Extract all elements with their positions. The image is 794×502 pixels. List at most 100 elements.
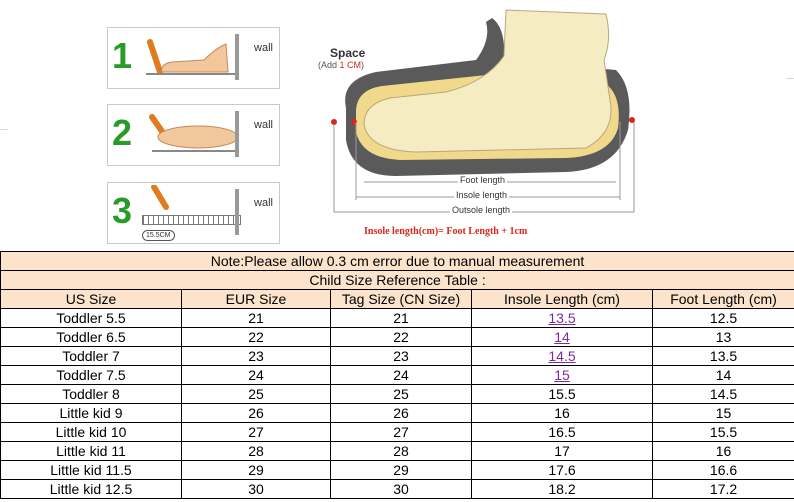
insole-length-cell: 18.2	[471, 479, 653, 499]
foot-length-cell: 14	[651, 365, 794, 385]
eur-size-cell: 23	[181, 346, 331, 366]
us-size-cell: Toddler 7	[0, 346, 182, 366]
step-3-panel: 3 15.5CM wall	[107, 182, 280, 244]
insole-length-label: Insole length	[454, 190, 510, 200]
step-1-number: 1	[112, 35, 133, 76]
foot-length-cell: 13.5	[651, 346, 794, 366]
sheet-gridline	[786, 78, 794, 79]
foot-length-cell: 14.5	[651, 384, 794, 404]
foot-length-cell: 16.6	[651, 460, 794, 480]
table-row: Little kid 9 26 26 16 15	[0, 403, 794, 423]
column-header: Tag Size (CN Size)	[330, 289, 472, 309]
us-size-cell: Toddler 6.5	[0, 327, 182, 347]
insole-length-link[interactable]: 15	[554, 367, 570, 383]
toe-marker	[331, 119, 337, 125]
foot-side-icon	[146, 39, 238, 75]
insole-length-cell: 16.5	[471, 422, 653, 442]
table-row: Toddler 7.5 24 24 15 14	[0, 365, 794, 385]
outsole-length-label: Outsole length	[450, 205, 513, 215]
table-row: Little kid 11.5 29 29 17.6 16.6	[0, 460, 794, 480]
wall-bar	[235, 189, 239, 235]
tag-size-cell: 25	[330, 384, 472, 404]
step-2-number: 2	[112, 112, 133, 153]
tag-size-cell: 22	[330, 327, 472, 347]
us-size-cell: Little kid 9	[0, 403, 182, 423]
insole-length-cell: 14	[471, 327, 653, 347]
table-row: Toddler 5.5 21 21 13.5 12.5	[0, 308, 794, 328]
tag-size-cell: 23	[330, 346, 472, 366]
insole-length-cell: 15.5	[471, 384, 653, 404]
wall-bar	[235, 111, 239, 157]
measurement-note: Note:Please allow 0.3 cm error due to ma…	[0, 251, 794, 271]
space-note-suffix: )	[361, 60, 365, 70]
eur-size-cell: 22	[181, 327, 331, 347]
foot-shape	[363, 9, 612, 153]
table-header-row: US Size EUR Size Tag Size (CN Size) Inso…	[0, 289, 794, 309]
insole-length-cell: 17.6	[471, 460, 653, 480]
column-header: Insole Length (cm)	[471, 289, 653, 309]
measurement-illustration: 1 wall 2 wall 3 15.5CM wall	[0, 9, 794, 244]
insole-length-cell: 16	[471, 403, 653, 423]
foot-length-cell: 15	[651, 403, 794, 423]
us-size-cell: Little kid 10	[0, 422, 182, 442]
us-size-cell: Little kid 11.5	[0, 460, 182, 480]
eur-size-cell: 21	[181, 308, 331, 328]
wall-label: wall	[254, 42, 273, 54]
insole-length-cell: 17	[471, 441, 653, 461]
space-note-prefix: (Add	[318, 60, 340, 70]
us-size-cell: Toddler 8	[0, 384, 182, 404]
insole-length-link[interactable]: 13.5	[548, 310, 576, 326]
insole-length-cell: 15	[471, 365, 653, 385]
insole-length-link[interactable]: 14	[554, 329, 570, 345]
tag-size-cell: 29	[330, 460, 472, 480]
table-row: Little kid 12.5 30 30 18.2 17.2	[0, 479, 794, 499]
insole-length-cell: 14.5	[471, 346, 653, 366]
tag-size-cell: 26	[330, 403, 472, 423]
insole-length-cell: 13.5	[471, 308, 653, 328]
column-header: EUR Size	[181, 289, 331, 309]
sheet-gridline	[0, 129, 8, 130]
tag-size-cell: 21	[330, 308, 472, 328]
tag-size-cell: 28	[330, 441, 472, 461]
eur-size-cell: 25	[181, 384, 331, 404]
wall-label: wall	[254, 119, 273, 131]
insole-length-link[interactable]: 14.5	[548, 348, 576, 364]
foot-length-cell: 13	[651, 327, 794, 347]
column-header: US Size	[0, 289, 182, 309]
foot-length-cell: 12.5	[651, 308, 794, 328]
us-size-cell: Little kid 12.5	[0, 479, 182, 499]
eur-size-cell: 30	[181, 479, 331, 499]
step-1-panel: 1 wall	[107, 27, 280, 89]
table-row: Toddler 6.5 22 22 14 13	[0, 327, 794, 347]
eur-size-cell: 29	[181, 460, 331, 480]
shoe-cross-section-diagram	[331, 9, 635, 213]
space-title: Space	[330, 46, 366, 60]
foot-top-icon	[149, 114, 239, 152]
ruler	[142, 215, 241, 225]
wall-bar	[235, 34, 239, 80]
step-2-panel: 2 wall	[107, 104, 280, 166]
table-row: Little kid 11 28 28 17 16	[0, 441, 794, 461]
foot-length-label: Foot length	[458, 175, 508, 185]
tag-size-cell: 30	[330, 479, 472, 499]
foot-length-cell: 15.5	[651, 422, 794, 442]
table-row: Little kid 10 27 27 16.5 15.5	[0, 422, 794, 442]
space-note: (Add 1 CM)	[318, 60, 364, 70]
eur-size-cell: 24	[181, 365, 331, 385]
table-row: Toddler 7 23 23 14.5 13.5	[0, 346, 794, 366]
column-header: Foot Length (cm)	[651, 289, 794, 309]
us-size-cell: Toddler 5.5	[0, 308, 182, 328]
foot-length-cell: 17.2	[651, 479, 794, 499]
eur-size-cell: 26	[181, 403, 331, 423]
step-3-number: 3	[112, 190, 133, 231]
eur-size-cell: 28	[181, 441, 331, 461]
insole-formula: Insole length(cm)= Foot Length + 1cm	[364, 226, 528, 237]
foot-length-cell: 16	[651, 441, 794, 461]
us-size-cell: Toddler 7.5	[0, 365, 182, 385]
tag-size-cell: 24	[330, 365, 472, 385]
us-size-cell: Little kid 11	[0, 441, 182, 461]
table-row: Toddler 8 25 25 15.5 14.5	[0, 384, 794, 404]
table-title: Child Size Reference Table :	[0, 270, 794, 290]
eur-size-cell: 27	[181, 422, 331, 442]
wall-label: wall	[254, 197, 273, 209]
